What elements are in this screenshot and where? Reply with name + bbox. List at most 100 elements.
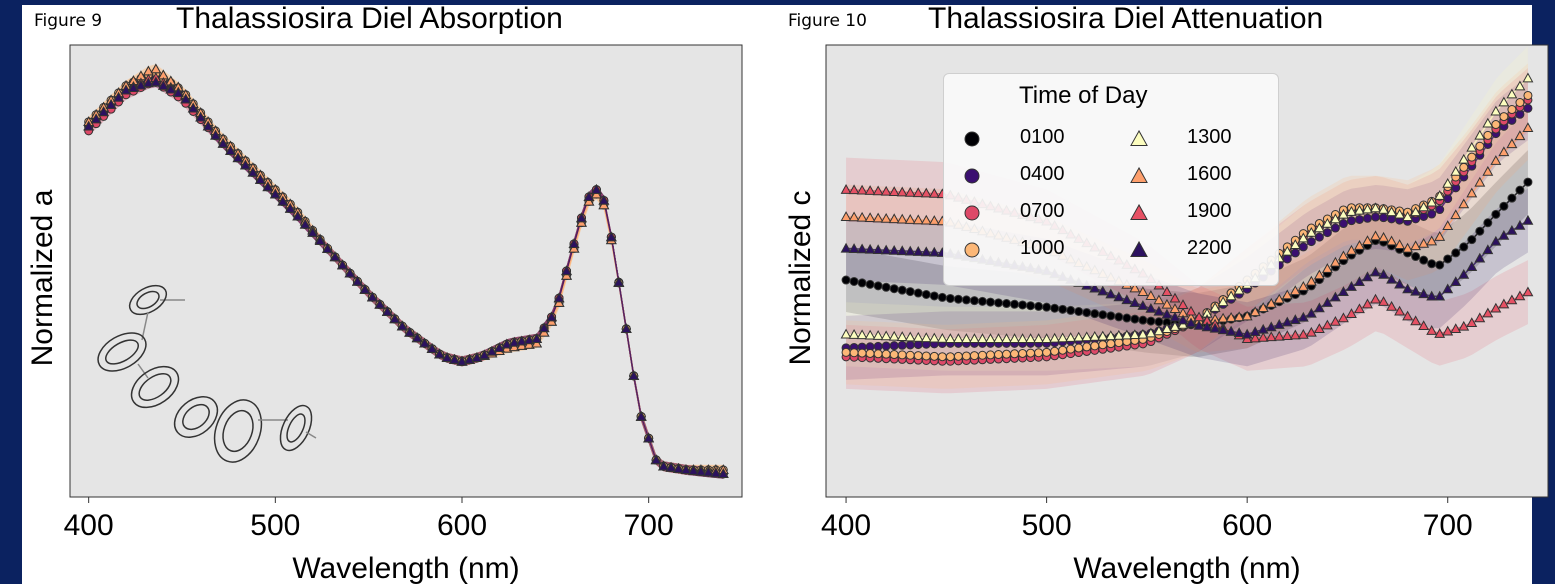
data-point-1000 xyxy=(849,348,859,358)
data-point-2200 xyxy=(426,343,438,353)
data-point-1600 xyxy=(1297,281,1309,291)
data-point-1300 xyxy=(1426,196,1438,207)
data-point-0100 xyxy=(1058,304,1068,314)
data-point-1600 xyxy=(1249,306,1261,317)
data-point-0400 xyxy=(873,341,883,351)
data-point-1600 xyxy=(1233,311,1245,322)
data-point-1300 xyxy=(1033,333,1045,343)
figure-10-label: Figure 10 xyxy=(788,11,867,31)
data-point-1600 xyxy=(1265,297,1277,308)
data-point-2200 xyxy=(269,188,281,199)
data-point-2200 xyxy=(523,334,535,345)
data-point-1600 xyxy=(1458,198,1470,209)
data-point-1600 xyxy=(1370,230,1381,241)
data-point-2200 xyxy=(628,370,640,381)
data-point-1900 xyxy=(1329,315,1341,326)
data-point-1600 xyxy=(1137,286,1149,296)
data-point-1600 xyxy=(1474,176,1486,187)
legend-marker-triangle-icon xyxy=(1130,129,1148,146)
data-point-1300 xyxy=(968,333,980,343)
data-point-1300 xyxy=(1049,332,1061,343)
data-point-0100 xyxy=(1491,209,1501,219)
data-point-1900 xyxy=(912,187,924,198)
data-point-1000 xyxy=(1042,347,1052,357)
x-tick-label: 700 xyxy=(1423,509,1473,542)
data-point-1300 xyxy=(1378,203,1389,214)
data-point-1300 xyxy=(1281,245,1293,256)
legend-label: 0100 xyxy=(1020,126,1065,148)
data-point-0400 xyxy=(905,340,915,350)
data-point-0100 xyxy=(1018,300,1028,310)
data-point-1900 xyxy=(1522,286,1534,297)
data-point-1300 xyxy=(960,333,972,343)
data-point-0100 xyxy=(1459,242,1469,252)
data-point-1600 xyxy=(1225,312,1237,322)
data-point-0100 xyxy=(1467,235,1477,245)
figure-9-label: Figure 9 xyxy=(34,11,103,31)
diatom-chain-drawing-icon xyxy=(97,284,317,463)
data-point-2200 xyxy=(1313,302,1325,313)
data-point-2200 xyxy=(1097,285,1109,296)
x-axis-label: Wavelength (nm) xyxy=(292,552,519,584)
data-point-2200 xyxy=(1161,308,1173,319)
data-point-0400 xyxy=(1298,242,1308,252)
data-point-2200 xyxy=(434,348,446,359)
data-point-1300 xyxy=(1081,331,1093,342)
data-point-2200 xyxy=(1354,276,1365,287)
data-point-2200 xyxy=(840,242,852,253)
data-point-1000 xyxy=(977,350,987,360)
data-point-1000 xyxy=(897,350,907,360)
data-point-1000 xyxy=(1082,342,1092,352)
data-point-1900 xyxy=(1265,331,1277,342)
data-point-2200 xyxy=(1482,244,1494,255)
data-point-1300 xyxy=(1225,290,1237,301)
data-point-0100 xyxy=(1130,314,1140,324)
data-point-2200 xyxy=(90,113,102,124)
data-point-2200 xyxy=(598,194,610,205)
data-point-2200 xyxy=(710,467,722,478)
data-point-1000 xyxy=(1499,112,1509,122)
data-point-2200 xyxy=(150,76,162,87)
data-point-2200 xyxy=(904,245,916,256)
data-point-1000 xyxy=(1459,162,1469,172)
data-point-1300 xyxy=(1089,331,1101,341)
data-point-0100 xyxy=(865,279,875,289)
data-point-2200 xyxy=(1410,285,1422,296)
data-point-1900 xyxy=(1346,308,1357,318)
data-point-2200 xyxy=(277,195,289,206)
data-point-2200 xyxy=(1321,297,1333,307)
data-point-2200 xyxy=(1386,273,1398,284)
data-point-1600 xyxy=(1434,231,1446,241)
data-point-2200 xyxy=(516,335,528,346)
data-point-0100 xyxy=(1507,193,1517,203)
data-point-1300 xyxy=(1474,129,1486,140)
data-point-1600 xyxy=(1161,298,1173,309)
data-point-1600 xyxy=(1289,285,1301,296)
data-point-1900 xyxy=(1402,310,1414,321)
data-point-1000 xyxy=(1058,345,1068,355)
data-point-1600 xyxy=(1129,282,1141,293)
data-point-0100 xyxy=(993,298,1003,308)
data-point-0100 xyxy=(921,290,931,300)
data-point-2200 xyxy=(1297,311,1309,322)
data-point-2200 xyxy=(1233,327,1245,338)
y-axis-label: Normalized a xyxy=(26,189,59,366)
data-point-0400 xyxy=(1443,194,1453,204)
data-point-0100 xyxy=(881,282,891,292)
data-point-1300 xyxy=(944,333,956,343)
data-point-1900 xyxy=(840,184,852,194)
data-point-1600 xyxy=(1362,235,1373,246)
data-point-2200 xyxy=(202,120,214,131)
data-point-2200 xyxy=(1273,319,1285,329)
legend-marker-triangle-icon xyxy=(1130,240,1148,257)
data-point-1000 xyxy=(1002,349,1011,359)
data-point-1600 xyxy=(1257,302,1269,312)
data-point-2200 xyxy=(864,243,876,254)
data-point-2200 xyxy=(1450,276,1462,287)
data-point-0100 xyxy=(1146,316,1156,326)
data-point-2200 xyxy=(568,238,580,249)
data-point-2200 xyxy=(478,349,490,360)
data-point-2200 xyxy=(896,245,908,256)
data-point-2200 xyxy=(1201,321,1213,332)
data-point-1300 xyxy=(1450,165,1462,176)
